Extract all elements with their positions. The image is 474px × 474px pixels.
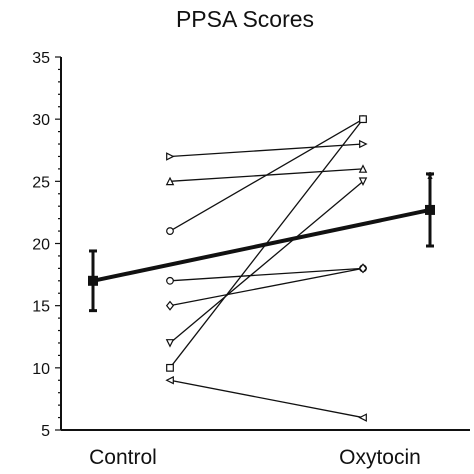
pair-line [169,180,364,344]
marker-triangle-down [165,339,175,348]
marker-triangle-right [359,139,368,149]
marker-triangle-down [358,177,368,186]
y-tick-label: 30 [32,112,50,129]
y-tick-label: 5 [41,423,50,440]
individual-pairs [165,115,368,422]
pair-line [169,379,364,419]
marker-triangle-right [166,152,175,161]
marker-diamond [358,263,368,274]
y-tick-label: 20 [32,237,50,254]
y-tick-label: 15 [32,299,50,316]
mean-point [88,275,98,286]
marker-square [166,363,174,372]
marker-square [359,115,367,124]
marker-triangle-up [165,176,175,186]
y-ticks: 5 10 15 20 25 30 35 [32,50,61,440]
mean-line [92,207,431,283]
y-tick-label: 10 [32,361,50,378]
x-tick-label-control: Control [89,446,157,469]
marker-circle [166,276,174,285]
y-tick-label: 25 [32,174,50,191]
marker-triangle-left [358,413,367,422]
x-tick-label-oxytocin: Oxytocin [339,446,421,469]
mean-point [425,204,435,215]
pair-line [169,267,364,307]
pair-line [169,143,364,158]
y-tick-label: 35 [32,50,50,67]
marker-diamond [165,300,175,311]
marker-circle [166,227,174,235]
marker-triangle-left [165,375,174,385]
marker-triangle-up [358,164,368,173]
pair-line [169,267,364,282]
significance-marker: * [426,169,434,191]
pair-line [169,118,364,232]
chart-title: PPSA Scores [176,6,314,32]
mean-series [88,172,435,313]
